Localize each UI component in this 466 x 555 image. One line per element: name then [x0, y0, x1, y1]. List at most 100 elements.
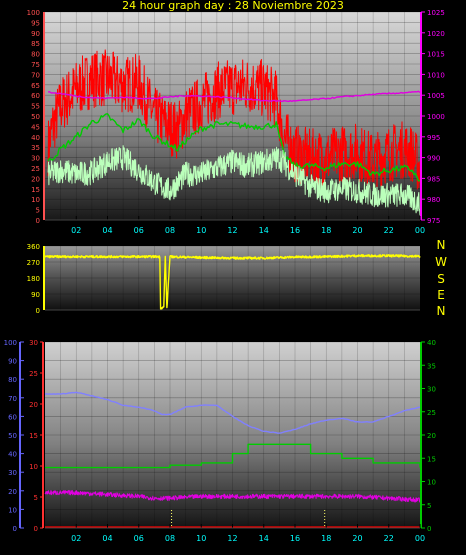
- x-tick-label: 12: [227, 226, 237, 235]
- x-tick-label: 18: [321, 226, 331, 235]
- compass-n-bottom: N: [436, 304, 446, 318]
- x-tick-label: 08: [165, 534, 175, 543]
- y-left2-tick-label: 20: [29, 401, 38, 409]
- series-line-3: [44, 490, 421, 503]
- y-right-tick-label: 1025: [427, 9, 445, 17]
- bottom-panel: 0102030405060708090100051015202530051015…: [4, 339, 436, 543]
- x-tick-label: 06: [134, 534, 144, 543]
- y-right-tick-label: 10: [427, 479, 436, 487]
- y-right-tick-label: 1020: [427, 30, 445, 38]
- x-tick-label: 00: [415, 226, 425, 235]
- y-right-tick-label: 20: [427, 432, 436, 440]
- y-left-tick-label: 30: [31, 155, 40, 163]
- chart-title: 24 hour graph day : 28 Noviembre 2023: [122, 0, 344, 12]
- x-tick-label: 04: [102, 226, 112, 235]
- series-line-4: [48, 90, 421, 103]
- y-left-tick-label: 100: [27, 9, 40, 17]
- x-tick-label: 10: [196, 534, 206, 543]
- y-left-tick-label: 100: [4, 339, 17, 347]
- y-left2-tick-label: 10: [29, 463, 38, 471]
- y-left-tick-label: 90: [8, 358, 17, 366]
- y-right-tick-label: 985: [427, 175, 440, 183]
- x-tick-label: 12: [227, 534, 237, 543]
- y-left-tick-label: 0: [13, 525, 17, 533]
- y-left-tick-label: 10: [31, 196, 40, 204]
- y-left-tick-label: 90: [31, 30, 40, 38]
- y-left-tick-label: 75: [31, 61, 40, 69]
- wind-panel: 0 90 180 270 360: [27, 243, 421, 315]
- y-left-tick-label: 95: [31, 19, 40, 27]
- y-left-tick-label: 20: [31, 175, 40, 183]
- y-left-tick-label: 80: [31, 51, 40, 59]
- x-tick-label: 16: [290, 534, 300, 543]
- y-right-tick-label: 995: [427, 134, 440, 142]
- y-left2-tick-label: 0: [34, 525, 38, 533]
- x-tick-label: 06: [134, 226, 144, 235]
- top-axes: 0510152025303540455055606570758085909510…: [27, 9, 445, 235]
- y-left-tick-label: 20: [8, 488, 17, 496]
- y-left-tick-label: 15: [31, 186, 40, 194]
- y-right-tick-label: 40: [427, 339, 436, 347]
- y-left-tick-label: 30: [8, 469, 17, 477]
- wind-series: [44, 254, 421, 310]
- y-left-tick-label: 35: [31, 144, 40, 152]
- y-right-tick-label: 35: [427, 362, 436, 370]
- wind-axes: 0 90 180 270 360: [27, 243, 420, 315]
- y-right-tick-label: 25: [427, 409, 436, 417]
- y-left-tick-label: 50: [8, 432, 17, 440]
- y-left2-tick-label: 5: [34, 494, 38, 502]
- y-right-tick-label: 1015: [427, 51, 445, 59]
- series-line-3: [47, 145, 421, 216]
- y-right-tick-label: 0: [427, 525, 431, 533]
- compass-w: W: [435, 255, 447, 269]
- x-tick-label: 22: [384, 534, 394, 543]
- x-tick-label: 10: [196, 226, 206, 235]
- y-left-tick-label: 0: [36, 307, 40, 315]
- y-left-tick-label: 270: [27, 259, 40, 267]
- y-left-tick-label: 50: [31, 113, 40, 121]
- x-tick-label: 18: [321, 534, 331, 543]
- y-left-tick-label: 0: [36, 217, 40, 225]
- y-left2-tick-label: 15: [29, 432, 38, 440]
- y-left-tick-label: 40: [31, 134, 40, 142]
- y-right-tick-label: 975: [427, 217, 440, 225]
- x-tick-label: 02: [71, 534, 81, 543]
- bottom-axes: 0102030405060708090100051015202530051015…: [4, 339, 436, 543]
- x-tick-label: 16: [290, 226, 300, 235]
- x-tick-label: 20: [352, 534, 362, 543]
- x-tick-label: 22: [384, 226, 394, 235]
- y-left-tick-label: 40: [8, 451, 17, 459]
- y-right-tick-label: 1010: [427, 71, 445, 79]
- y-left2-tick-label: 30: [29, 339, 38, 347]
- y-right-tick-label: 1000: [427, 113, 445, 121]
- top-panel: 0510152025303540455055606570758085909510…: [27, 9, 445, 235]
- y-left-tick-label: 55: [31, 103, 40, 111]
- series-line-2: [45, 443, 421, 469]
- y-right-tick-label: 980: [427, 196, 440, 204]
- y-left-tick-label: 180: [27, 275, 40, 283]
- x-tick-label: 14: [259, 226, 269, 235]
- y-left-tick-label: 25: [31, 165, 40, 173]
- y-left-tick-label: 60: [8, 413, 17, 421]
- top-plot-area: [45, 12, 420, 220]
- series-line-1: [44, 391, 421, 434]
- x-tick-label: 14: [259, 534, 269, 543]
- series-line-1: [47, 49, 421, 190]
- top-series: [47, 49, 421, 216]
- series-line-1: [44, 254, 421, 310]
- y-left2-tick-label: 25: [29, 370, 38, 378]
- y-left-tick-label: 60: [31, 92, 40, 100]
- y-left-tick-label: 45: [31, 123, 40, 131]
- x-tick-label: 04: [102, 534, 112, 543]
- y-right-tick-label: 30: [427, 386, 436, 394]
- y-left-tick-label: 65: [31, 82, 40, 90]
- compass-n-top: N: [436, 238, 446, 252]
- y-right-tick-label: 990: [427, 155, 440, 163]
- y-left-tick-label: 70: [31, 71, 40, 79]
- y-right-tick-label: 15: [427, 455, 436, 463]
- series-line-2: [47, 113, 420, 182]
- y-left-tick-label: 85: [31, 40, 40, 48]
- y-left-tick-label: 90: [31, 291, 40, 299]
- x-tick-label: 20: [352, 226, 362, 235]
